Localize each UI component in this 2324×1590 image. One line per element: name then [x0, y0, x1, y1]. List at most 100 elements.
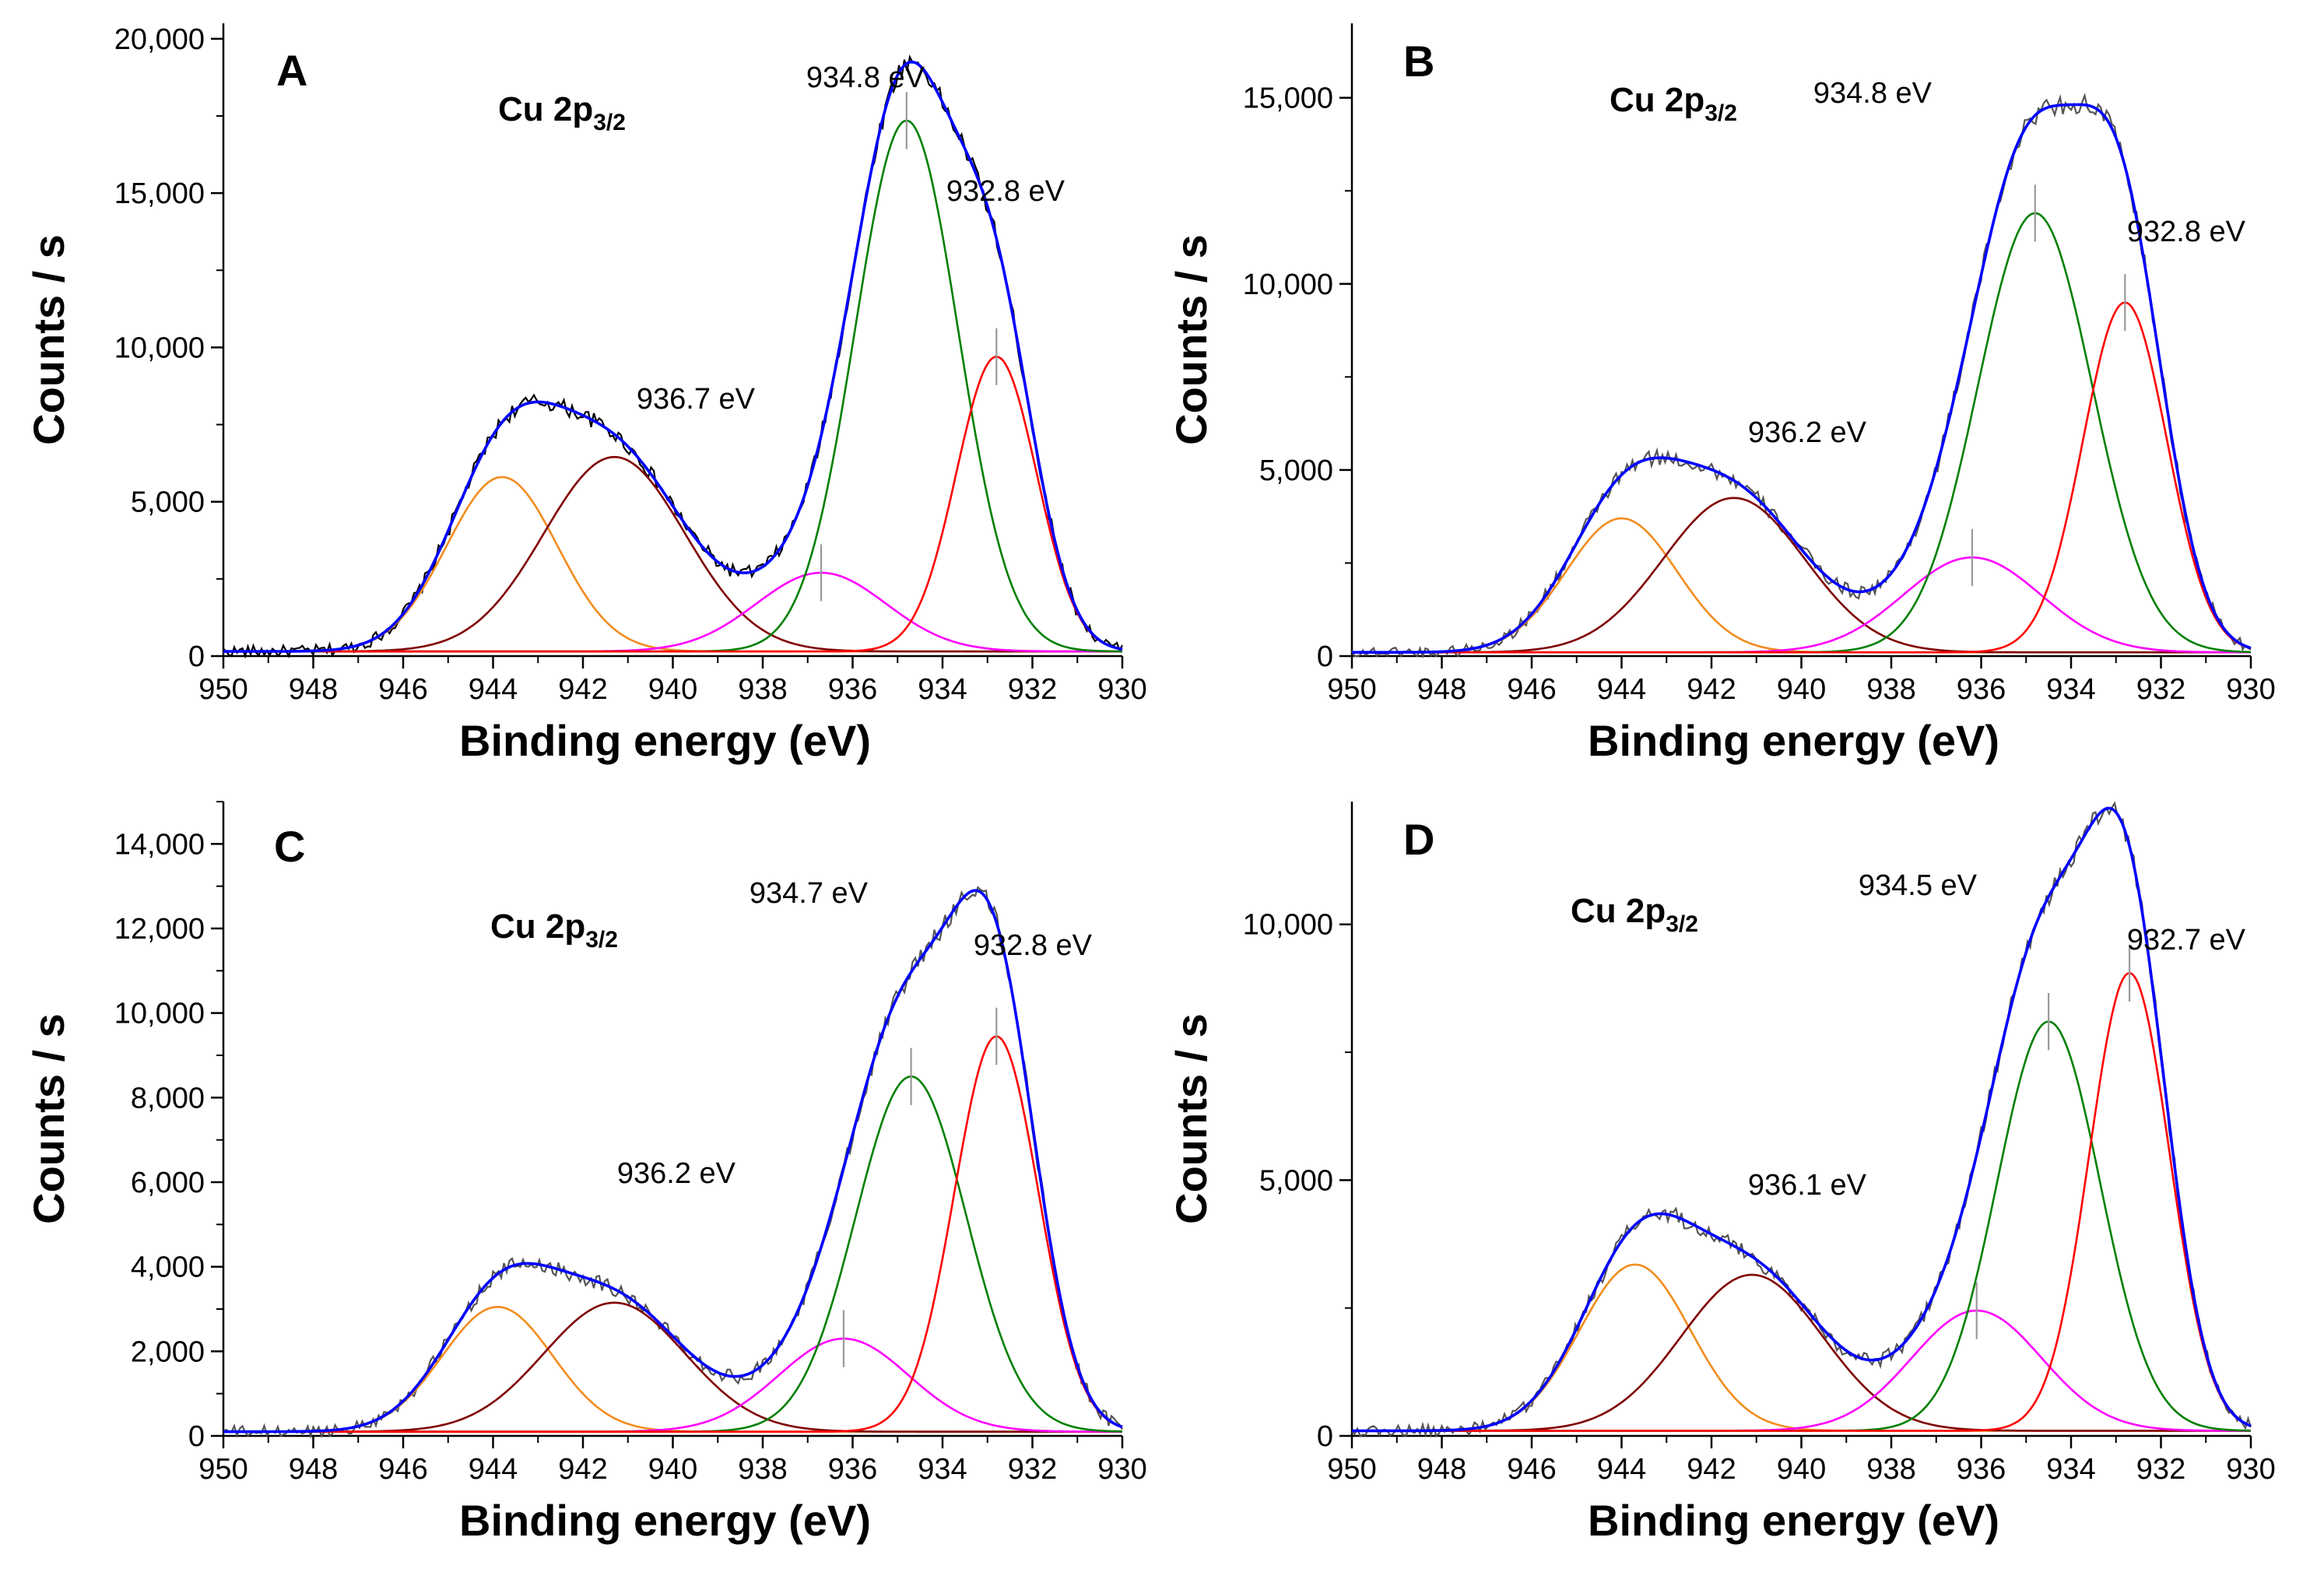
x-tick-label: 940 [648, 673, 697, 706]
x-tick-label: 944 [469, 673, 518, 706]
x-tick-label: 946 [378, 1453, 427, 1486]
x-tick-label: 936 [1957, 1453, 2006, 1486]
x-tick-label: 950 [1327, 673, 1376, 706]
fit-component-5 [1352, 971, 2252, 1432]
x-tick-label: 946 [378, 673, 427, 706]
x-tick-label: 942 [558, 1453, 607, 1486]
peak-label: 932.8 eV [974, 929, 1093, 962]
peak-label: 934.8 eV [1813, 77, 1933, 110]
fit-component-5 [223, 1035, 1123, 1433]
peak-label: 936.7 eV [637, 383, 756, 416]
panel-A: 950 948 946 944 942 940 938 936 934 932 930 0 5,000 1… [24, 23, 1147, 765]
fit-component-5 [223, 355, 1123, 653]
fit-envelope [223, 889, 1123, 1434]
peak-label: 932.8 eV [2127, 216, 2246, 248]
x-tick-label: 940 [1777, 1453, 1826, 1486]
y-tick-label: 0 [1317, 641, 1333, 673]
x-tick-label: 930 [2226, 673, 2275, 706]
panel-D: 950 948 946 944 942 940 938 936 934 932 930 0 5,000 1… [1167, 801, 2276, 1545]
y-tick-label: 8,000 [131, 1082, 205, 1114]
y-axis-title: Counts / s [1167, 234, 1216, 445]
x-tick-label: 934 [2046, 673, 2095, 706]
y-tick-label: 10,000 [1243, 909, 1333, 942]
x-tick-label: 940 [648, 1453, 697, 1486]
peak-label: 936.2 eV [1748, 416, 1867, 449]
x-tick-label: 940 [1777, 673, 1826, 706]
x-tick-label: 930 [1097, 673, 1146, 706]
y-tick-label: 14,000 [114, 828, 205, 861]
y-tick-label: 15,000 [114, 177, 205, 210]
x-tick-label: 948 [289, 673, 338, 706]
y-axis-title: Counts / s [1167, 1013, 1216, 1224]
x-tick-label: 950 [198, 1453, 247, 1486]
y-tick-label: 2,000 [131, 1336, 205, 1368]
x-tick-label: 950 [1327, 1453, 1376, 1486]
peak-label: 934.5 eV [1859, 869, 1978, 902]
y-tick-label: 0 [1317, 1420, 1333, 1453]
y-tick-label: 5,000 [1259, 1164, 1333, 1197]
fit-envelope [1352, 103, 2252, 654]
x-tick-label: 938 [1866, 673, 1915, 706]
peak-label: 934.8 eV [806, 61, 925, 94]
x-tick-label: 944 [1597, 673, 1646, 706]
x-tick-label: 948 [1417, 1453, 1466, 1486]
fit-component-5 [1352, 301, 2252, 654]
x-axis-title: Binding energy (eV) [1588, 1496, 1999, 1545]
experimental-spectrum [1351, 93, 2252, 659]
panel-letter: A [276, 46, 307, 95]
x-tick-label: 932 [1008, 1453, 1057, 1486]
y-tick-label: 4,000 [131, 1251, 205, 1284]
x-tick-label: 932 [1008, 673, 1057, 706]
fit-envelope [223, 60, 1123, 653]
x-tick-label: 946 [1507, 1453, 1556, 1486]
x-axis-title: Binding energy (eV) [459, 1496, 871, 1545]
x-tick-label: 948 [1417, 673, 1466, 706]
x-tick-label: 946 [1507, 673, 1556, 706]
x-tick-label: 936 [828, 673, 877, 706]
peak-label: 936.1 eV [1748, 1169, 1867, 1202]
panel-C: 950 948 946 944 942 940 938 936 934 932 930 0 2,000 4… [24, 801, 1147, 1545]
y-axis-title: Counts / s [24, 234, 73, 445]
panel-letter: D [1403, 815, 1434, 864]
x-tick-label: 932 [2136, 673, 2185, 706]
x-tick-label: 934 [918, 673, 967, 706]
y-tick-label: 10,000 [114, 332, 205, 364]
y-tick-label: 10,000 [114, 998, 205, 1030]
fit-envelope [1352, 806, 2252, 1433]
x-tick-label: 950 [198, 673, 247, 706]
x-tick-label: 930 [1097, 1453, 1146, 1486]
y-tick-label: 6,000 [131, 1167, 205, 1199]
x-tick-label: 938 [1866, 1453, 1915, 1486]
peak-label: 932.8 eV [946, 175, 1065, 208]
x-tick-label: 942 [558, 673, 607, 706]
species-subscript: 3/2 [585, 927, 618, 953]
x-tick-label: 934 [2046, 1453, 2095, 1486]
x-tick-label: 948 [289, 1453, 338, 1486]
x-tick-label: 934 [918, 1453, 967, 1486]
species-subscript: 3/2 [1666, 911, 1698, 937]
species-subscript: 3/2 [593, 110, 626, 135]
x-tick-label: 938 [738, 673, 787, 706]
x-tick-label: 944 [469, 1453, 518, 1486]
x-tick-label: 936 [828, 1453, 877, 1486]
panel-letter: B [1403, 37, 1434, 86]
peak-label: 936.2 eV [617, 1157, 736, 1190]
species-subscript: 3/2 [1704, 100, 1737, 126]
x-tick-label: 930 [2226, 1453, 2275, 1486]
y-tick-label: 5,000 [131, 486, 205, 519]
x-axis-title: Binding energy (eV) [459, 716, 871, 765]
y-tick-label: 12,000 [114, 913, 205, 946]
y-tick-label: 20,000 [114, 23, 205, 56]
y-axis-title: Counts / s [24, 1013, 73, 1224]
x-axis-title: Binding energy (eV) [1588, 716, 1999, 765]
y-tick-label: 5,000 [1259, 455, 1333, 487]
peak-label: 934.7 eV [750, 877, 869, 910]
x-tick-label: 944 [1597, 1453, 1646, 1486]
x-tick-label: 942 [1687, 1453, 1736, 1486]
peak-label: 932.7 eV [2127, 924, 2246, 956]
experimental-spectrum [223, 54, 1123, 659]
y-tick-label: 0 [188, 641, 205, 673]
y-tick-label: 15,000 [1243, 82, 1333, 115]
x-tick-label: 938 [738, 1453, 787, 1486]
